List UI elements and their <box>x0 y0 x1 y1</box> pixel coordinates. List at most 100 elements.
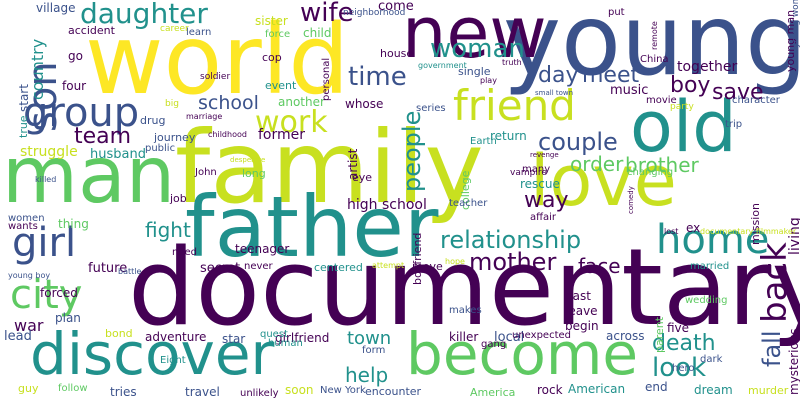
word-order: order <box>570 152 624 176</box>
word-killed: killed <box>35 175 57 184</box>
word-girl: girl <box>12 220 77 266</box>
word-eight: Eight <box>160 355 186 366</box>
word-attempt: attempt <box>372 261 405 270</box>
word-village: village <box>36 1 76 15</box>
word-wants: wants <box>8 221 38 232</box>
word-new-york: New York <box>320 385 366 396</box>
word-long: long <box>242 167 266 180</box>
word-city: city <box>10 272 83 318</box>
word-truth: truth <box>502 58 522 67</box>
word-star: star <box>222 332 246 346</box>
word-hero: hero <box>672 363 695 374</box>
word-family: family <box>175 109 484 226</box>
word-world: world <box>85 4 350 116</box>
word-series: series <box>416 103 446 114</box>
word-team: team <box>74 124 132 149</box>
word-local: local <box>494 330 525 345</box>
word-dream: dream <box>694 383 733 397</box>
word-teenager: teenager <box>235 242 290 256</box>
word-town: town <box>347 328 392 349</box>
word-together: together <box>677 59 738 75</box>
word-centered: centered <box>314 261 363 274</box>
word-ex: ex <box>686 221 701 235</box>
word-war: war <box>14 316 44 335</box>
word-cop: cop <box>262 51 282 64</box>
word-never: never <box>244 261 273 272</box>
word-four: four <box>62 79 87 93</box>
word-mother: mother <box>469 248 557 276</box>
word-woman: woman <box>430 34 525 64</box>
word-former: former <box>258 127 306 143</box>
word-music: music <box>610 83 649 98</box>
word-neighborhood: neighborhood <box>343 8 406 18</box>
word-time: time <box>348 62 407 92</box>
word-future: future <box>88 261 128 276</box>
word-begin: begin <box>565 319 599 333</box>
word-home: home <box>656 217 770 263</box>
word-day: day <box>538 63 579 88</box>
word-character: character <box>732 95 780 106</box>
word-become: become <box>406 320 639 388</box>
word-need: need <box>172 247 197 258</box>
word-event: event <box>265 79 297 92</box>
word-move: move <box>412 260 443 273</box>
word-people: people <box>398 110 426 192</box>
word-makes: makes <box>449 305 482 316</box>
word-couple: couple <box>538 128 618 156</box>
word-whose: whose <box>345 97 384 111</box>
word-save: save <box>712 80 764 105</box>
word-leave: leave <box>565 304 598 318</box>
word-husband: husband <box>90 147 146 162</box>
word-mysterious: mysterious <box>787 328 800 395</box>
word-end: end <box>645 380 668 394</box>
word-john: John <box>195 167 217 178</box>
word-another: another <box>278 95 325 109</box>
word-documentary-filmmaker: documentary filmmaker <box>700 227 797 236</box>
word-job: job <box>170 192 187 205</box>
word-father: father <box>185 178 439 276</box>
word-remote: remote <box>650 21 659 50</box>
word-documentary: documentary <box>128 226 800 349</box>
word-house: house <box>380 47 414 60</box>
word-parent: parent <box>653 316 666 353</box>
word-lead: lead <box>4 329 32 344</box>
word-face: face <box>578 254 621 278</box>
word-teacher: teacher <box>449 198 488 209</box>
word-dark: dark <box>700 354 723 365</box>
word-wife: wife <box>300 0 354 28</box>
word-soon: soon <box>285 383 314 397</box>
word-marriage: marriage <box>186 112 223 121</box>
word-follow: follow <box>58 383 88 394</box>
word-five: five <box>667 321 690 335</box>
word-force: force <box>265 29 291 40</box>
word-sister: sister <box>255 14 288 28</box>
word-battle: battle <box>118 267 142 276</box>
word-wedding: wedding <box>685 295 728 306</box>
word-unexpected: unexpected <box>512 330 571 341</box>
word-mission: mission <box>749 203 762 245</box>
word-big: big <box>165 99 179 109</box>
word-guy: guy <box>18 382 39 395</box>
word-career: career <box>160 24 189 34</box>
word-hope: hope <box>445 257 465 266</box>
word-earth: Earth <box>470 136 497 147</box>
word-plan: plan <box>55 311 81 325</box>
word-party: party <box>670 102 694 112</box>
word-child: child <box>303 26 332 40</box>
word-trip: trip <box>725 119 743 130</box>
word-discover: discover <box>30 320 275 388</box>
word-affair: affair <box>530 212 557 223</box>
word-living: living <box>787 217 800 255</box>
word-small-town: small town <box>535 89 574 97</box>
word-death: death <box>652 331 716 356</box>
word-china: China <box>640 54 669 65</box>
word-work: work <box>255 105 328 140</box>
word-come: come <box>378 0 414 14</box>
word-start: start <box>17 84 31 112</box>
word-drug: drug <box>140 114 166 127</box>
word-put: put <box>608 7 625 18</box>
word-young: young <box>503 0 800 98</box>
word-play: play <box>480 76 497 85</box>
word-man: man <box>2 131 176 221</box>
